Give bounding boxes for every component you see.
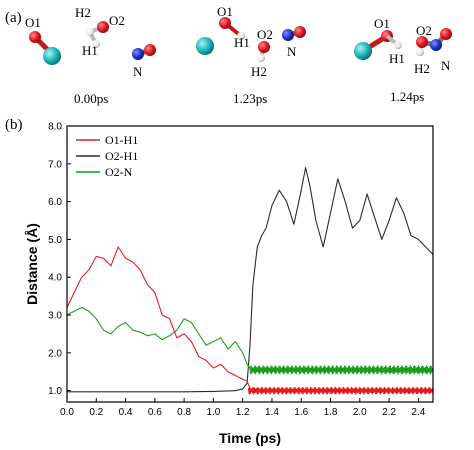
nitrogen-atom xyxy=(132,48,144,60)
y-tick-label: 1.0 xyxy=(48,386,62,397)
snapshot-1: O1 H2 O2 H1 N 0.00ps xyxy=(25,5,156,106)
oxygen-atom-n xyxy=(144,44,156,56)
metal-atom xyxy=(43,47,61,65)
series-layer xyxy=(66,167,434,395)
label-h1: H1 xyxy=(234,35,250,50)
y-tick-label: 6.0 xyxy=(48,197,62,208)
x-tick-label: 2.0 xyxy=(353,407,367,418)
oxygen-atom-o2 xyxy=(97,21,109,33)
x-tick-label: 0.6 xyxy=(148,407,162,418)
label-h2: H2 xyxy=(75,5,91,20)
hydrogen-atom-h2 xyxy=(257,54,265,62)
oxygen-atom-o2 xyxy=(258,41,270,53)
legend-label: O2-N xyxy=(105,165,133,179)
x-tick-label: 2.2 xyxy=(382,407,396,418)
label-o1: O1 xyxy=(217,4,233,19)
hydrogen-atom-h1 xyxy=(92,40,100,48)
plot-frame xyxy=(66,125,434,403)
series-line-o2-h1 xyxy=(67,167,434,393)
metal-atom xyxy=(196,37,214,55)
hydrogen-atom-h1 xyxy=(394,41,402,49)
legend: O1-H1 O2-H1 O2-N xyxy=(76,133,138,179)
x-tick-label: 1.6 xyxy=(294,407,308,418)
y-tick-label: 3.0 xyxy=(48,311,62,322)
x-tick-label: 1.2 xyxy=(236,407,250,418)
snapshot-3: O1 H1 O2 H2 N 1.24ps xyxy=(354,16,452,104)
x-tick-label: 0.2 xyxy=(89,407,103,418)
molecular-snapshots-panel: (a) O1 H2 O2 H1 N 0.00ps O1 H1 O2 H2 xyxy=(5,4,452,106)
y-tick-label: 7.0 xyxy=(48,159,62,170)
distance-time-chart: (b) 0.0 0.2 0.4 0.6 0.8 1.0 1.2 1.4 1.6 1.8 2.0 2.2… xyxy=(5,117,434,446)
label-h1: H1 xyxy=(82,43,98,58)
series-line-o1-h1 xyxy=(66,246,433,392)
oxygen-atom-o1 xyxy=(29,31,41,43)
y-tick-label: 4.0 xyxy=(48,273,62,284)
hydrogen-atom-h2 xyxy=(416,48,424,56)
x-tick-label: 2.4 xyxy=(411,407,425,418)
oxygen-atom-n xyxy=(440,28,452,40)
oxygen-atom-n xyxy=(294,26,306,38)
hydrogen-atom-h2 xyxy=(86,28,94,36)
nitrogen-atom xyxy=(430,39,442,51)
label-n: N xyxy=(133,64,143,79)
legend-label: O2-H1 xyxy=(105,149,138,163)
series-oscillation-o1-h1 xyxy=(247,386,434,395)
x-tick-label: 1.8 xyxy=(324,407,338,418)
oxygen-atom-o2 xyxy=(416,36,428,48)
x-tick-label: 1.0 xyxy=(206,407,220,418)
label-o1: O1 xyxy=(25,15,41,30)
x-tick-label: 0.4 xyxy=(119,407,133,418)
snapshot-time-3: 1.24ps xyxy=(390,89,424,104)
label-o2: O2 xyxy=(257,27,273,42)
panel-a-label: (a) xyxy=(5,10,22,26)
label-n: N xyxy=(441,58,451,73)
label-h2: H2 xyxy=(414,61,430,76)
label-h1: H1 xyxy=(389,51,405,66)
label-o1: O1 xyxy=(374,16,390,31)
panel-b-label: (b) xyxy=(5,117,23,133)
label-h2: H2 xyxy=(251,64,267,79)
metal-atom xyxy=(354,42,372,60)
y-tick-label: 5.0 xyxy=(48,235,62,246)
ticks-layer: 0.0 0.2 0.4 0.6 0.8 1.0 1.2 1.4 1.6 1.8 2.0 2.2 2.4 1… xyxy=(48,122,426,419)
label-o2: O2 xyxy=(109,13,125,28)
oxygen-atom-o1 xyxy=(219,17,231,29)
y-axis-title: Distance (Å) xyxy=(24,223,40,305)
nitrogen-atom xyxy=(282,29,294,41)
y-tick-label: 8.0 xyxy=(48,122,62,133)
x-tick-label: 1.4 xyxy=(265,407,279,418)
x-tick-label: 0.0 xyxy=(60,407,74,418)
x-axis-title: Time (ps) xyxy=(219,430,281,446)
snapshot-2: O1 H1 O2 H2 N 1.23ps xyxy=(196,4,306,106)
x-tick-label: 0.8 xyxy=(177,407,191,418)
series-oscillation-o2-n xyxy=(249,365,434,375)
hydrogen-atom-h1 xyxy=(237,32,245,40)
legend-label: O1-H1 xyxy=(105,133,138,147)
label-o2: O2 xyxy=(416,23,432,38)
snapshot-time-1: 0.00ps xyxy=(74,91,108,106)
label-n: N xyxy=(287,44,297,59)
snapshot-time-2: 1.23ps xyxy=(233,91,267,106)
y-tick-label: 2.0 xyxy=(48,348,62,359)
